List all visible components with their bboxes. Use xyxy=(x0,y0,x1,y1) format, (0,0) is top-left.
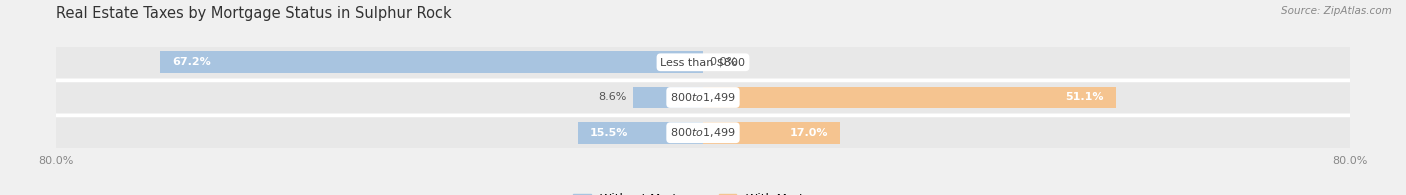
Text: $800 to $1,499: $800 to $1,499 xyxy=(671,126,735,139)
Bar xyxy=(56,47,1350,78)
Text: 8.6%: 8.6% xyxy=(599,92,627,103)
Text: 67.2%: 67.2% xyxy=(172,57,211,67)
Bar xyxy=(634,87,703,108)
Text: $800 to $1,499: $800 to $1,499 xyxy=(671,91,735,104)
Text: Real Estate Taxes by Mortgage Status in Sulphur Rock: Real Estate Taxes by Mortgage Status in … xyxy=(56,6,451,21)
Text: 15.5%: 15.5% xyxy=(591,128,628,138)
Bar xyxy=(703,122,841,144)
Bar xyxy=(56,117,1350,148)
Text: 17.0%: 17.0% xyxy=(790,128,828,138)
Text: Source: ZipAtlas.com: Source: ZipAtlas.com xyxy=(1281,6,1392,16)
Text: Less than $800: Less than $800 xyxy=(661,57,745,67)
Text: 51.1%: 51.1% xyxy=(1066,92,1104,103)
Text: 0.0%: 0.0% xyxy=(710,57,738,67)
Bar xyxy=(56,82,1350,113)
Bar xyxy=(578,122,703,144)
Bar xyxy=(160,51,703,73)
Bar xyxy=(703,87,1116,108)
Legend: Without Mortgage, With Mortgage: Without Mortgage, With Mortgage xyxy=(574,193,832,195)
